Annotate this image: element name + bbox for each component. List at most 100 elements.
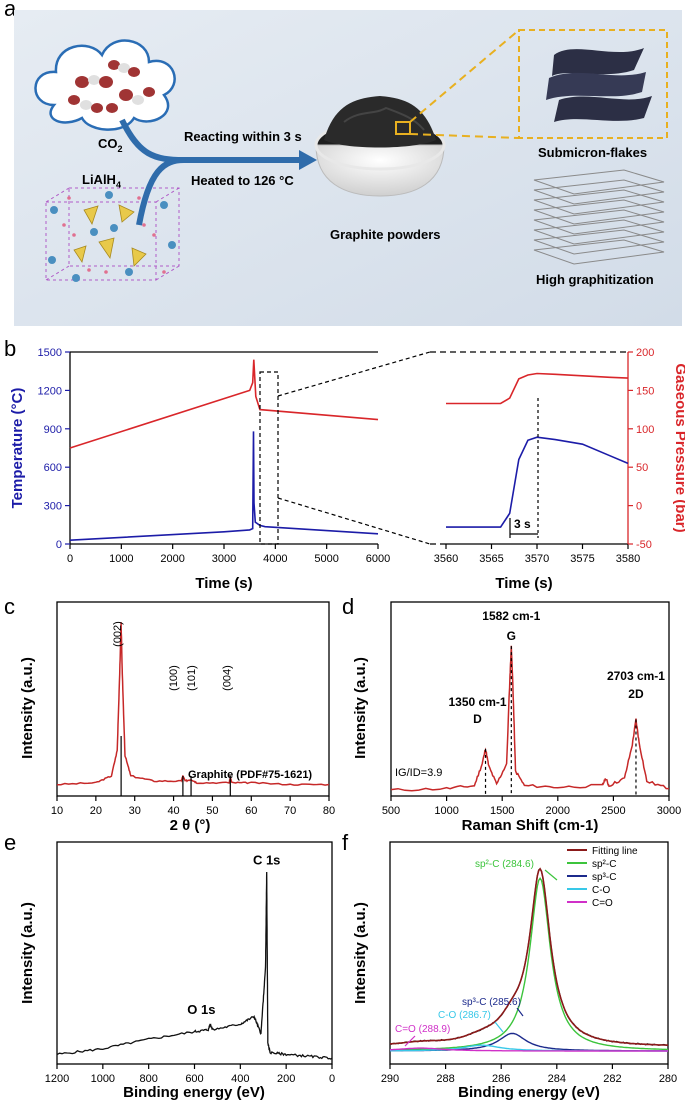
lialh4-label: LiAlH4 [82,172,121,190]
b-right-axes [430,351,628,545]
panel-letter-c: c [4,594,15,619]
f-annotation-label: sp³-C (285.6) [462,997,521,1008]
b-left-xtick-label: 2000 [160,553,184,565]
b-right-ytick-label: 50 [636,462,648,474]
c-xtick-label: 10 [51,805,63,817]
c-xtick-label: 30 [129,805,141,817]
b-right-ytick-label: 150 [636,385,654,397]
f-annotation-label: sp²-C (284.6) [475,859,534,870]
f-xtick-label: 288 [436,1073,454,1085]
f-xtick-label: 284 [548,1073,566,1085]
f-ylabel: Intensity (a.u.) [352,902,369,1004]
d-xtick-label: 500 [382,805,400,817]
f-xtick-label: 290 [381,1073,399,1085]
d-peak-band: G [507,629,516,643]
f-frame [389,841,669,1065]
d-peak-band: D [473,712,482,726]
b-left-ytick-label: 1200 [38,385,62,397]
b-right-ytick-label: 200 [636,347,654,359]
b-right-line-pressure [446,372,629,405]
b-right-xtick-label: 3575 [570,553,594,565]
c-xtick-label: 50 [206,805,218,817]
f-xtick-label: 286 [492,1073,510,1085]
e-c1s-label: C 1s [253,852,280,867]
d-peak-band: 2D [628,687,644,701]
c-frame [56,601,330,797]
d-xlabel: Raman Shift (cm-1) [462,817,599,834]
f-legend-label: sp²-C [592,859,616,870]
b-left-line-pressure [69,359,379,449]
e-xtick-label: 1200 [45,1073,69,1085]
b-left-ytick-label: 1500 [38,347,62,359]
arrow-bottom-label: Heated to 126 °C [191,173,294,188]
f-legend-label: C=O [592,898,613,909]
c-xrd-line [57,622,330,786]
f-legend-label: C-O [592,885,611,896]
c-xtick-label: 20 [90,805,102,817]
d-xtick-label: 1000 [434,805,458,817]
f-fitting-line [389,867,669,1046]
e-o1s-label: O 1s [187,1002,215,1017]
d-xtick-label: 2500 [601,805,625,817]
f-xtick-label: 280 [659,1073,677,1085]
e-xtick-label: 200 [277,1073,295,1085]
f-annotation-label: C-O (286.7) [438,1010,491,1021]
xps-c1s-chart: 290 288 286 284 282 280 Fitting line sp²-C sp³-… [352,841,677,1101]
f-component-C=O [390,1047,668,1052]
f-annotation-label: C=O (288.9) [395,1024,450,1035]
e-ylabel: Intensity (a.u.) [19,902,36,1004]
d-xtick-label: 2000 [546,805,570,817]
d-frame [390,601,670,797]
panel-letter-b: b [4,336,17,361]
f-annotation-arrow [544,869,558,881]
f-legend-label: Fitting line [592,846,638,857]
f-annotation-arrow [494,1021,504,1033]
e-xtick-label: 1000 [91,1073,115,1085]
panel-letter-a: a [4,0,17,21]
b-right-ytick-label: -50 [636,539,652,551]
e-xtick-label: 800 [139,1073,157,1085]
graphitization-label: High graphitization [536,272,654,287]
b-left-xtick-label: 3000 [212,553,236,565]
powder-label: Graphite powders [330,227,441,242]
c-xtick-label: 80 [323,805,335,817]
d-peak-label: 1582 cm-1 [482,609,540,623]
panel-letter-f: f [342,830,349,855]
d-xtick-label: 1500 [490,805,514,817]
b-left-xtick-label: 1000 [109,553,133,565]
e-xtick-label: 400 [231,1073,249,1085]
c-ylabel: Intensity (a.u.) [19,657,36,759]
arrow-top-label: Reacting within 3 s [184,129,302,144]
b-left-axes [69,351,378,545]
f-xlabel: Binding energy (eV) [458,1084,600,1101]
d-ylabel: Intensity (a.u.) [352,657,369,759]
d-xtick-label: 3000 [657,805,681,817]
e-xtick-label: 0 [329,1073,335,1085]
b-right-ylabel: Gaseous Pressure (bar) [672,363,685,532]
zoom-indicator [395,29,668,139]
raman-chart: 500 1000 1500 2000 2500 3000 1350 cm-1 D 1582 c… [352,601,681,834]
b-right-ytick-label: 0 [636,501,642,513]
f-legend-label: sp³-C [592,872,616,883]
three-seconds-marker [509,398,539,538]
b-right-xlabel: Time (s) [495,575,552,592]
co2-label: CO2 [98,136,123,154]
lialh4-crystal-icon [45,187,180,282]
b-left-ylabel: Temperature (°C) [9,388,26,509]
b-left-ytick-label: 300 [44,501,62,513]
panel-letter-e: e [4,830,17,855]
d-ratio-label: IG/ID=3.9 [395,767,442,779]
e-xtick-label: 600 [185,1073,203,1085]
b-left-ytick-label: 900 [44,424,62,436]
c-peak-label: (002) [112,621,124,647]
b-right-xtick-label: 3580 [616,553,640,565]
c-xtick-label: 60 [245,805,257,817]
b-left-xtick-label: 6000 [366,553,390,565]
c-reference-label: Graphite (PDF#75-1621) [188,769,312,781]
c-peak-label: (004) [221,665,233,691]
xrd-chart: 10 20 30 40 50 60 70 80 (002) (100) (101) (004) Gr… [19,601,335,834]
d-peak-label: 1350 cm-1 [448,695,506,709]
b-left-xtick-label: 5000 [314,553,338,565]
temperature-pressure-chart: 0 1000 2000 3000 4000 5000 6000 03006009001200… [9,347,685,592]
three-seconds-label: 3 s [514,517,531,531]
